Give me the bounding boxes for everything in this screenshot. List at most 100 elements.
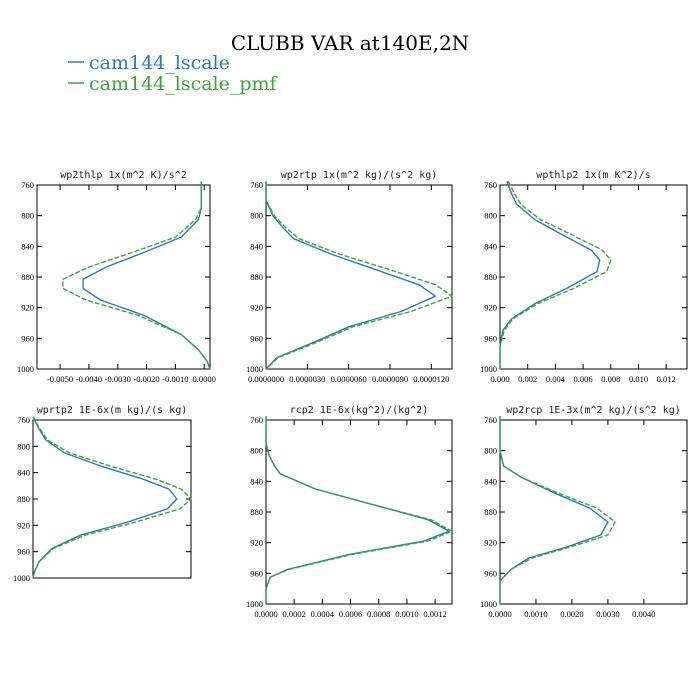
series-line-lscale [265, 181, 437, 370]
plot-frame [265, 184, 453, 370]
plot-frame [265, 419, 453, 605]
plot-frame [36, 184, 211, 370]
plot-frame [499, 419, 688, 605]
y-tick-label: 840 [21, 241, 34, 251]
y-tick-label: 840 [17, 468, 30, 478]
x-tick-label: 0.0000 [193, 374, 216, 384]
y-tick-label: 760 [484, 180, 497, 190]
panel-title: wp2rtp 1x(m^2 kg)/(s^2 kg) [281, 170, 438, 181]
x-tick-label: 0.0040 [632, 609, 655, 619]
x-tick-label: 0.008 [601, 374, 620, 384]
x-tick-label: -0.0040 [76, 374, 102, 384]
x-tick-label: 0.0000120 [413, 374, 449, 384]
y-tick-label: 960 [21, 333, 34, 343]
y-tick-label: 920 [250, 538, 263, 548]
panel-grid: wp2thlp 1x(m^2 K)/s^2 760 800 840 880 920 960 1… [13, 170, 688, 619]
y-tick-label: 880 [250, 272, 263, 282]
x-tick-label: 0.0000090 [372, 374, 408, 384]
x-tick-label: 0.0000030 [289, 374, 325, 384]
y-tick-label: 800 [17, 441, 30, 451]
panel-title: rcp2 1E-6x(kg^2)/(kg^2) [290, 405, 428, 416]
y-tick-label: 920 [250, 303, 263, 313]
y-tick-label: 880 [484, 507, 497, 517]
x-tick-label: 0.0006 [339, 609, 362, 619]
x-tick-label: 0.004 [546, 374, 566, 384]
panel-title: wpthlp2 1x(m K^2)/s [536, 170, 650, 181]
x-tick-label: 0.006 [574, 374, 593, 384]
panel-title: wprtp2 1E-6x(m kg)/(s kg) [37, 405, 188, 416]
chart-panel: wp2rcp 1E-3x(m^2 kg)/(s^2 kg) 760 800 840 88… [480, 405, 688, 619]
y-tick-label: 840 [250, 476, 263, 486]
y-tick-label: 1000 [246, 364, 263, 374]
series-line-lscale-pmf [32, 416, 192, 579]
x-tick-label: 0.0002 [282, 609, 305, 619]
y-tick-label: 960 [250, 568, 263, 578]
x-tick-label: 0.000 [490, 374, 509, 384]
y-tick-label: 960 [250, 333, 263, 343]
chart-panel: wpthlp2 1x(m K^2)/s 760 800 840 880 920 960 100… [480, 170, 688, 384]
y-tick-label: 920 [21, 303, 34, 313]
y-tick-label: 760 [21, 180, 34, 190]
figure-title: CLUBB VAR at140E,2N [231, 31, 469, 55]
x-tick-label: 0.0000 [254, 609, 277, 619]
x-tick-label: 0.010 [629, 374, 648, 384]
series-line-lscale [32, 416, 178, 579]
y-tick-label: 960 [17, 547, 30, 557]
y-tick-label: 1000 [13, 573, 30, 583]
y-tick-label: 840 [484, 476, 497, 486]
y-tick-label: 760 [250, 180, 263, 190]
y-tick-label: 960 [484, 333, 497, 343]
x-tick-label: -0.0020 [133, 374, 159, 384]
y-tick-label: 840 [250, 241, 263, 251]
y-tick-label: 1000 [480, 364, 497, 374]
panel-title: wp2rcp 1E-3x(m^2 kg)/(s^2 kg) [506, 405, 681, 416]
y-tick-label: 1000 [246, 599, 263, 609]
y-tick-label: 800 [484, 446, 497, 456]
y-tick-label: 760 [484, 415, 497, 425]
x-tick-label: 0.0008 [367, 609, 390, 619]
chart-panel: wp2thlp 1x(m^2 K)/s^2 760 800 840 880 920 960 1… [17, 170, 216, 384]
y-tick-label: 800 [250, 211, 263, 221]
x-tick-label: 0.0004 [311, 609, 335, 619]
y-tick-label: 800 [484, 211, 497, 221]
y-tick-label: 880 [484, 272, 497, 282]
y-tick-label: 920 [484, 303, 497, 313]
series-line-lscale [499, 180, 601, 369]
x-tick-label: -0.0030 [105, 374, 131, 384]
x-tick-label: 0.0012 [423, 609, 446, 619]
y-tick-label: 1000 [17, 364, 34, 374]
x-tick-label: 0.012 [657, 374, 676, 384]
series-line-lscale-pmf [499, 416, 616, 604]
y-tick-label: 760 [250, 415, 263, 425]
x-tick-label: 0.0010 [524, 609, 547, 619]
chart-panel: wprtp2 1E-6x(m kg)/(s kg) 760 800 840 880 920… [13, 405, 192, 583]
plot-frame [499, 184, 688, 370]
x-tick-label: 0.0020 [560, 609, 583, 619]
series-line-lscale [82, 181, 211, 370]
x-tick-label: 0.0030 [596, 609, 619, 619]
x-tick-label: -0.0050 [47, 374, 73, 384]
y-tick-label: 920 [17, 520, 30, 530]
y-tick-label: 920 [484, 538, 497, 548]
chart-panel: wp2rtp 1x(m^2 kg)/(s^2 kg) 760 800 840 880 92… [246, 170, 453, 384]
series-line-lscale-pmf [499, 180, 612, 369]
y-tick-label: 800 [250, 446, 263, 456]
y-tick-label: 840 [484, 241, 497, 251]
plot-frame [32, 419, 192, 579]
x-tick-label: -0.0010 [162, 374, 188, 384]
x-tick-label: 0.0000 [488, 609, 511, 619]
x-tick-label: 0.0000060 [331, 374, 367, 384]
series-line-lscale-pmf [265, 181, 453, 370]
figure-legend: cam144_lscale cam144_lscale_pmf [68, 52, 279, 95]
legend-label-lscale-pmf: cam144_lscale_pmf [89, 73, 279, 95]
y-tick-label: 880 [250, 507, 263, 517]
x-tick-label: 0.0000000 [248, 374, 284, 384]
series-line-lscale-pmf [62, 181, 211, 370]
legend-label-lscale: cam144_lscale [89, 52, 230, 74]
series-line-lscale [265, 416, 450, 604]
y-tick-label: 880 [21, 272, 34, 282]
x-tick-label: 0.002 [518, 374, 537, 384]
series-line-lscale-pmf [265, 416, 453, 604]
series-line-lscale [499, 416, 609, 604]
